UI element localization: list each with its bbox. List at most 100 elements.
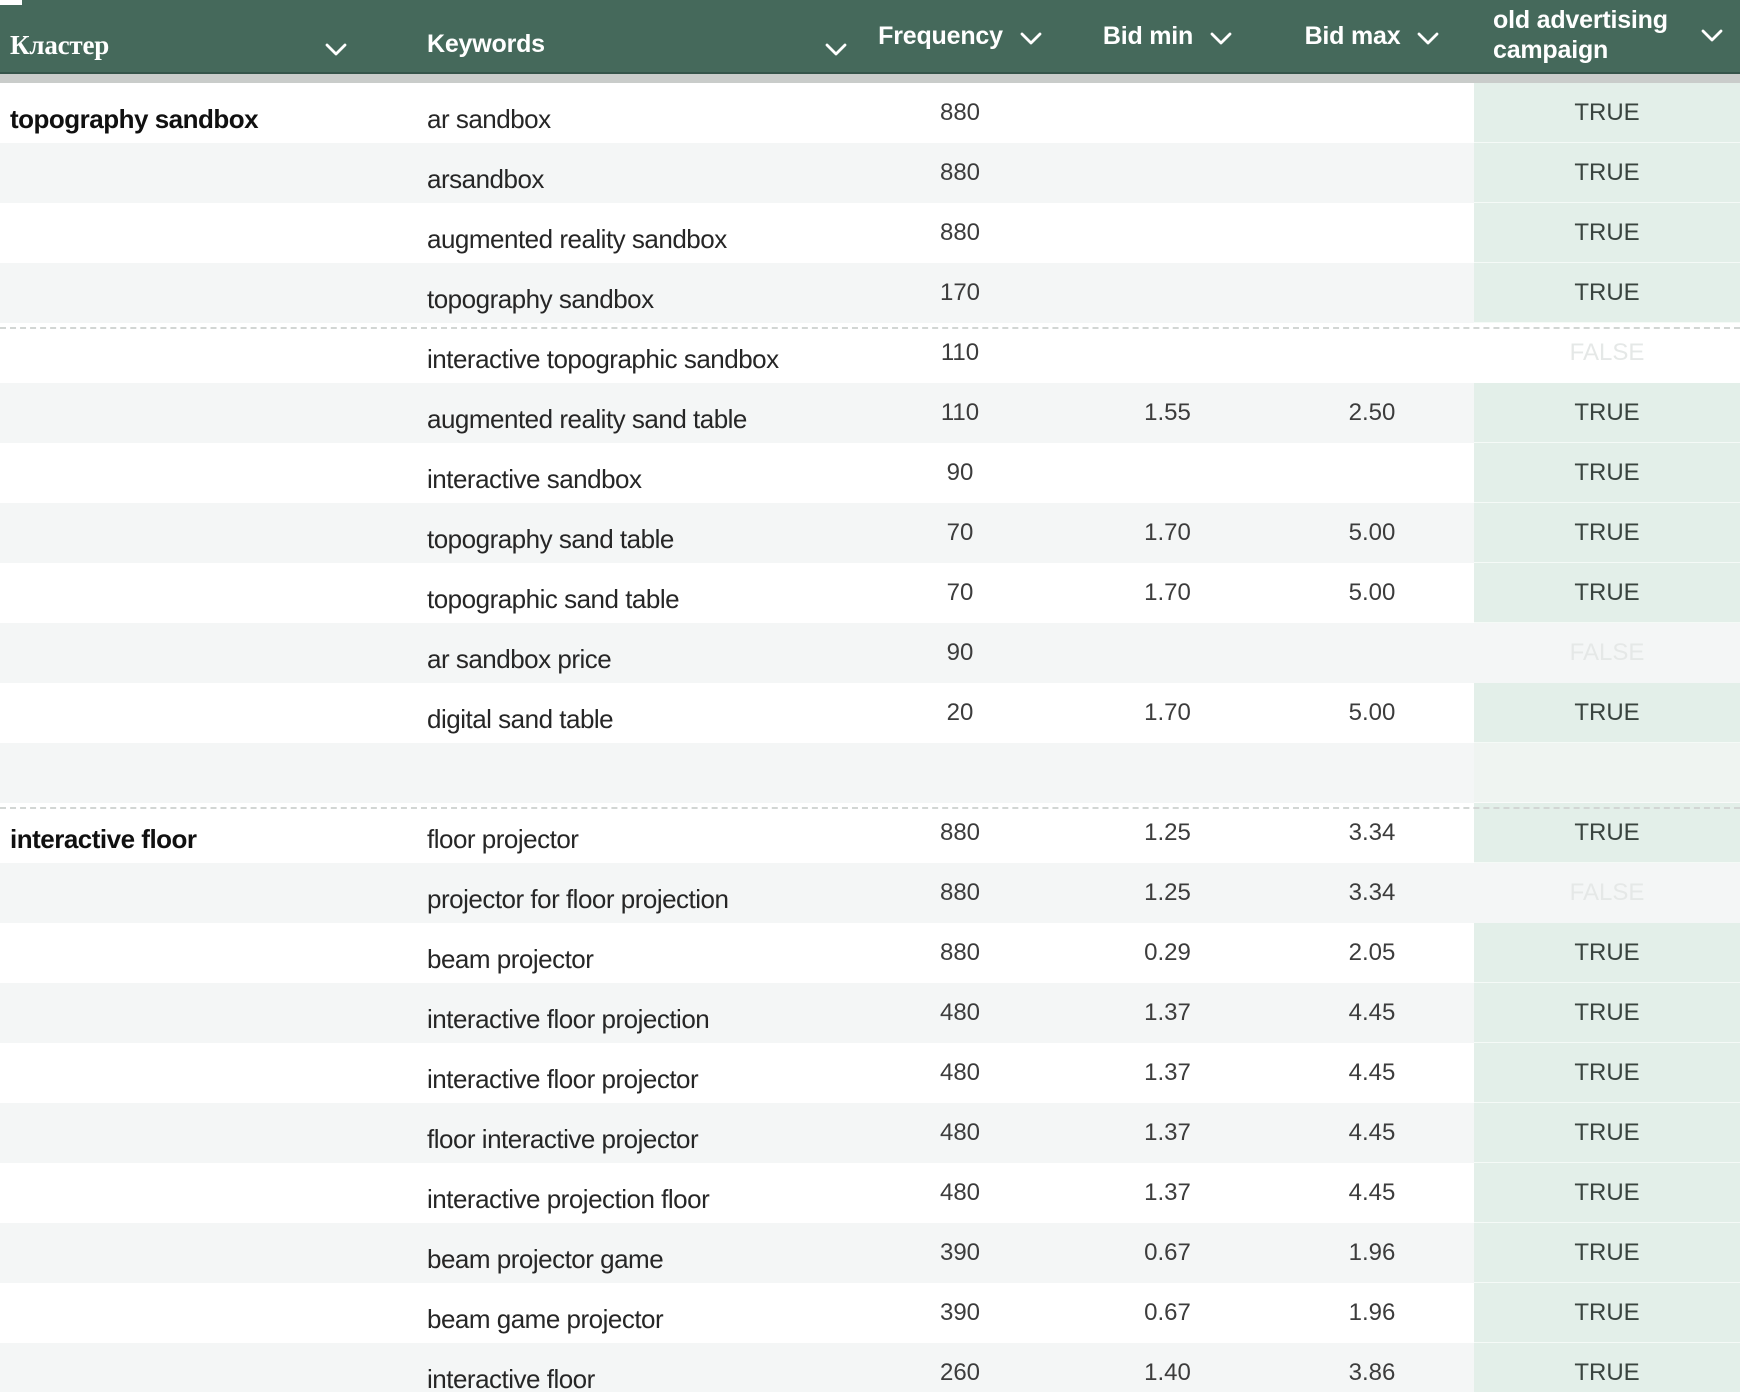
keyword-cell[interactable]: topography sand table [422, 503, 855, 563]
bid-min-cell[interactable]: 1.70 [1065, 683, 1270, 743]
bid-min-cell[interactable]: 1.25 [1065, 803, 1270, 863]
cluster-cell[interactable] [0, 1103, 422, 1163]
bid-min-cell[interactable]: 1.25 [1065, 863, 1270, 923]
column-header-cluster[interactable]: Кластер [0, 0, 422, 72]
frequency-cell[interactable]: 90 [855, 443, 1065, 503]
bid-max-cell[interactable] [1270, 203, 1474, 263]
campaign-cell[interactable]: TRUE [1474, 1043, 1740, 1103]
campaign-cell[interactable]: TRUE [1474, 1163, 1740, 1223]
keyword-cell[interactable]: interactive projection floor [422, 1163, 855, 1223]
cluster-cell[interactable] [0, 863, 422, 923]
bid-max-cell[interactable]: 5.00 [1270, 683, 1474, 743]
bid-max-cell[interactable]: 5.00 [1270, 563, 1474, 623]
cluster-cell[interactable] [0, 203, 422, 263]
column-header-bid-max[interactable]: Bid max [1270, 0, 1474, 72]
cluster-cell[interactable] [0, 1163, 422, 1223]
keyword-cell[interactable]: augmented reality sandbox [422, 203, 855, 263]
bid-max-cell[interactable] [1270, 743, 1474, 803]
keyword-cell[interactable]: interactive floor projection [422, 983, 855, 1043]
campaign-cell[interactable]: TRUE [1474, 383, 1740, 443]
bid-max-cell[interactable]: 2.05 [1270, 923, 1474, 983]
frequency-cell[interactable]: 880 [855, 83, 1065, 143]
keyword-cell[interactable]: interactive floor [422, 1343, 855, 1392]
campaign-cell[interactable]: TRUE [1474, 263, 1740, 323]
campaign-cell[interactable]: TRUE [1474, 1223, 1740, 1283]
cluster-cell[interactable] [0, 623, 422, 683]
keyword-cell[interactable]: arsandbox [422, 143, 855, 203]
keyword-cell[interactable]: interactive sandbox [422, 443, 855, 503]
bid-max-cell[interactable] [1270, 323, 1474, 383]
campaign-cell[interactable]: TRUE [1474, 503, 1740, 563]
cluster-cell[interactable] [0, 683, 422, 743]
bid-min-cell[interactable] [1065, 143, 1270, 203]
bid-max-cell[interactable]: 3.34 [1270, 803, 1474, 863]
campaign-cell[interactable]: TRUE [1474, 443, 1740, 503]
frequency-cell[interactable]: 90 [855, 623, 1065, 683]
frequency-cell[interactable]: 70 [855, 503, 1065, 563]
campaign-cell[interactable]: TRUE [1474, 1283, 1740, 1343]
column-header-frequency[interactable]: Frequency [855, 0, 1065, 72]
campaign-cell[interactable]: TRUE [1474, 143, 1740, 203]
bid-min-cell[interactable] [1065, 743, 1270, 803]
keyword-cell[interactable]: interactive floor projector [422, 1043, 855, 1103]
bid-min-cell[interactable] [1065, 203, 1270, 263]
chevron-down-icon[interactable] [1417, 32, 1439, 45]
keyword-cell[interactable]: beam projector game [422, 1223, 855, 1283]
bid-max-cell[interactable] [1270, 443, 1474, 503]
campaign-cell[interactable]: TRUE [1474, 983, 1740, 1043]
cluster-cell[interactable] [0, 383, 422, 443]
keyword-cell[interactable]: beam game projector [422, 1283, 855, 1343]
bid-min-cell[interactable] [1065, 443, 1270, 503]
bid-min-cell[interactable] [1065, 83, 1270, 143]
cluster-cell[interactable] [0, 1043, 422, 1103]
frequency-cell[interactable]: 480 [855, 1043, 1065, 1103]
bid-max-cell[interactable]: 4.45 [1270, 1163, 1474, 1223]
bid-min-cell[interactable]: 1.70 [1065, 503, 1270, 563]
bid-min-cell[interactable]: 0.67 [1065, 1283, 1270, 1343]
cluster-cell[interactable]: interactive floor [0, 803, 422, 863]
bid-max-cell[interactable]: 4.45 [1270, 1103, 1474, 1163]
frequency-cell[interactable]: 880 [855, 143, 1065, 203]
frequency-cell[interactable]: 20 [855, 683, 1065, 743]
campaign-cell[interactable]: TRUE [1474, 923, 1740, 983]
bid-max-cell[interactable]: 4.45 [1270, 983, 1474, 1043]
frequency-cell[interactable]: 480 [855, 1103, 1065, 1163]
bid-max-cell[interactable]: 3.86 [1270, 1343, 1474, 1392]
chevron-down-icon[interactable] [1701, 29, 1723, 42]
bid-min-cell[interactable]: 1.37 [1065, 1163, 1270, 1223]
bid-min-cell[interactable]: 1.40 [1065, 1343, 1270, 1392]
frequency-cell[interactable]: 880 [855, 803, 1065, 863]
frequency-cell[interactable] [855, 743, 1065, 803]
bid-min-cell[interactable]: 1.37 [1065, 983, 1270, 1043]
bid-min-cell[interactable] [1065, 263, 1270, 323]
frequency-cell[interactable]: 480 [855, 1163, 1065, 1223]
campaign-cell[interactable]: FALSE [1474, 863, 1740, 923]
bid-min-cell[interactable] [1065, 323, 1270, 383]
frequency-cell[interactable]: 260 [855, 1343, 1065, 1392]
campaign-cell[interactable]: TRUE [1474, 563, 1740, 623]
bid-min-cell[interactable]: 0.29 [1065, 923, 1270, 983]
keyword-cell[interactable]: interactive topographic sandbox [422, 323, 855, 383]
keyword-cell[interactable]: beam projector [422, 923, 855, 983]
campaign-cell[interactable]: TRUE [1474, 1103, 1740, 1163]
campaign-cell[interactable]: FALSE [1474, 323, 1740, 383]
keyword-cell[interactable]: digital sand table [422, 683, 855, 743]
cluster-cell[interactable] [0, 443, 422, 503]
cluster-cell[interactable] [0, 1283, 422, 1343]
bid-min-cell[interactable]: 1.55 [1065, 383, 1270, 443]
frequency-cell[interactable]: 110 [855, 383, 1065, 443]
cluster-cell[interactable] [0, 143, 422, 203]
column-header-old-advertising-campaign[interactable]: old advertising campaign [1474, 0, 1740, 72]
campaign-cell[interactable]: TRUE [1474, 203, 1740, 263]
cluster-cell[interactable] [0, 263, 422, 323]
bid-max-cell[interactable]: 2.50 [1270, 383, 1474, 443]
keyword-cell[interactable]: topography sandbox [422, 263, 855, 323]
keyword-cell[interactable]: ar sandbox price [422, 623, 855, 683]
cluster-cell[interactable] [0, 1223, 422, 1283]
bid-max-cell[interactable] [1270, 143, 1474, 203]
keyword-cell[interactable]: augmented reality sand table [422, 383, 855, 443]
bid-max-cell[interactable] [1270, 623, 1474, 683]
keyword-cell[interactable] [422, 743, 855, 803]
frequency-cell[interactable]: 480 [855, 983, 1065, 1043]
bid-max-cell[interactable]: 4.45 [1270, 1043, 1474, 1103]
